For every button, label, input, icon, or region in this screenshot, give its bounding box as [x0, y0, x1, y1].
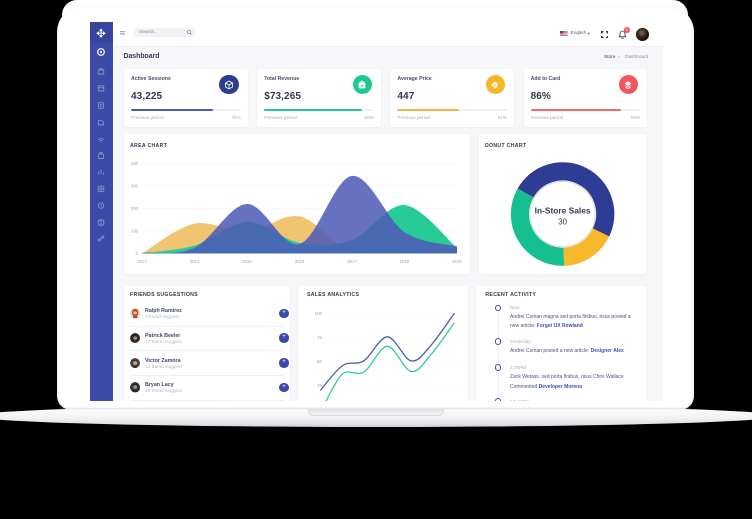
- svg-text:0: 0: [136, 250, 139, 255]
- svg-text:2019: 2019: [452, 258, 462, 263]
- svg-text:2015: 2015: [242, 258, 252, 263]
- svg-text:In-Store Sales: In-Store Sales: [535, 205, 591, 215]
- svg-text:50: 50: [317, 359, 322, 364]
- svg-text:2017: 2017: [347, 258, 357, 263]
- svg-text:2016: 2016: [295, 258, 305, 263]
- svg-text:100: 100: [131, 228, 139, 233]
- svg-text:200: 200: [131, 205, 139, 210]
- svg-text:75: 75: [317, 335, 322, 340]
- svg-text:30: 30: [558, 217, 567, 226]
- svg-text:100: 100: [315, 311, 323, 316]
- svg-text:25: 25: [317, 383, 322, 388]
- svg-text:2014: 2014: [190, 258, 200, 263]
- svg-text:2013: 2013: [137, 258, 147, 263]
- svg-text:300: 300: [131, 183, 139, 188]
- svg-text:2018: 2018: [400, 258, 410, 263]
- svg-text:400: 400: [131, 160, 139, 165]
